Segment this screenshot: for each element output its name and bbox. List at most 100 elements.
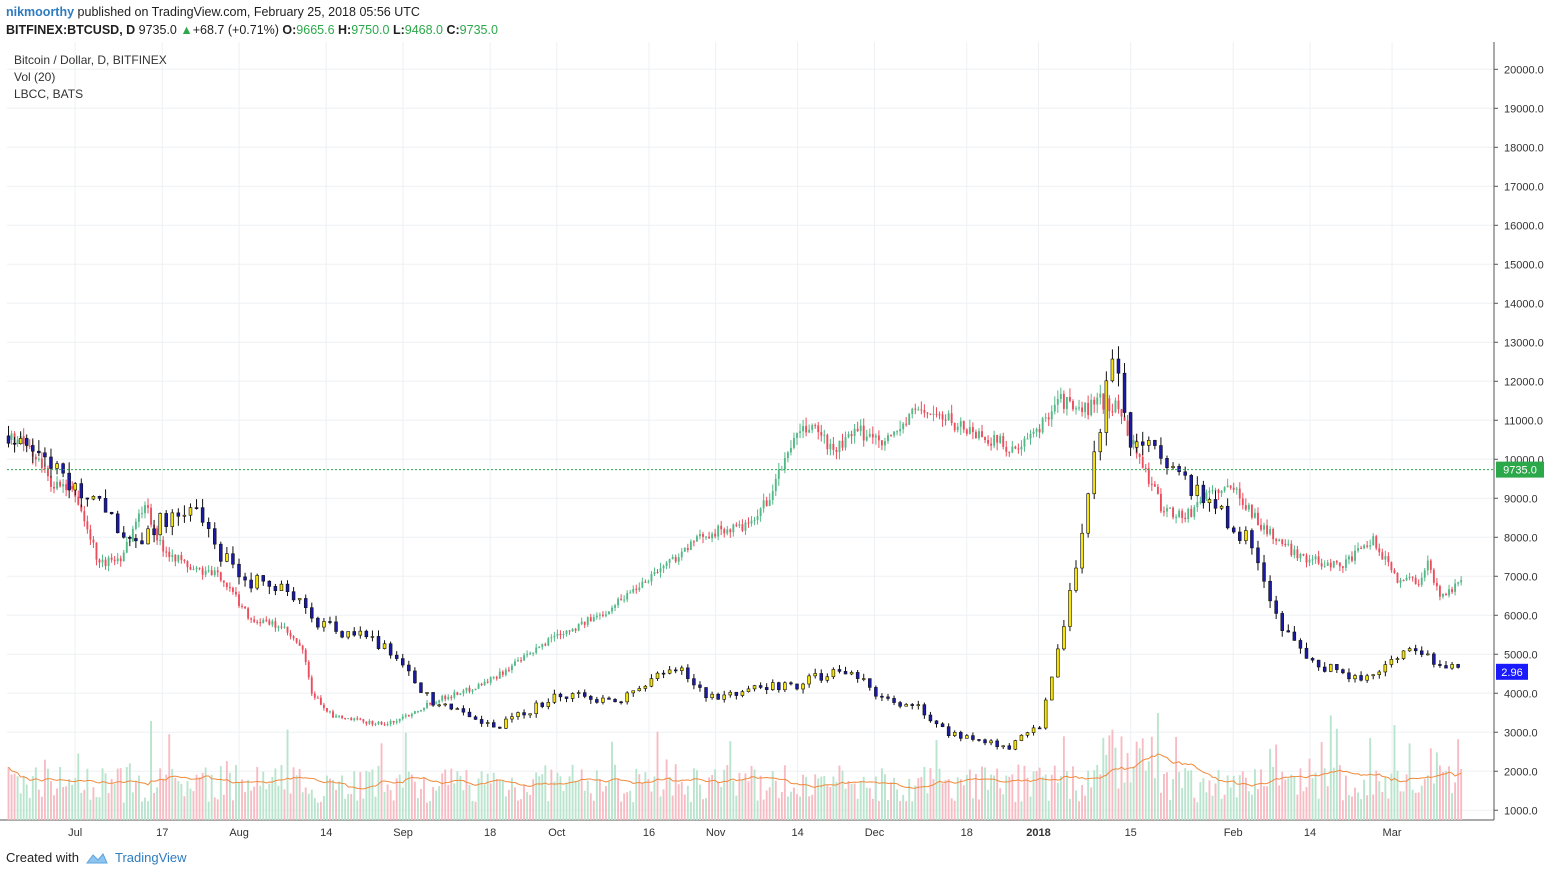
y-tick-label: 9000.0 (1504, 493, 1538, 505)
overlay-body (219, 543, 223, 562)
volume-bar (1393, 725, 1396, 820)
candle-body (617, 598, 620, 606)
volume-bar (887, 800, 889, 820)
candle-body (1360, 548, 1363, 550)
volume-bar (1405, 774, 1408, 820)
candle-body (956, 426, 959, 431)
volume-bar (319, 801, 322, 820)
overlay-body (382, 643, 387, 649)
candle-body (968, 427, 971, 434)
overlay-body (1001, 745, 1005, 748)
candle-body (908, 414, 911, 425)
tradingview-brand[interactable]: TradingView (114, 850, 187, 865)
x-tick-label: Jul (68, 827, 82, 839)
volume-bar (1257, 789, 1259, 820)
volume-bar (1053, 765, 1056, 820)
volume-bar (453, 783, 456, 820)
legend-main[interactable]: Bitcoin / Dollar, D, BITFINEX (14, 53, 167, 67)
tradingview-logo-icon[interactable] (85, 851, 109, 865)
volume-bar (407, 771, 410, 820)
overlay-body (558, 693, 563, 698)
volume-bar (556, 772, 559, 820)
candle-body (586, 617, 589, 625)
overlay-body (643, 685, 648, 689)
overlay-body (1353, 675, 1357, 680)
volume-bar (134, 780, 137, 820)
volume-bar (359, 772, 362, 820)
volume-bar (1150, 736, 1153, 820)
overlay-body (43, 452, 47, 458)
candle-body (723, 529, 726, 534)
price-chart[interactable]: 1000.0 2000.0 3000.0 4000.0 5000.0 6000.0 7000… (0, 42, 1554, 843)
candle-body (1366, 545, 1369, 547)
volume-bar (195, 774, 198, 820)
volume-bar (1269, 748, 1272, 820)
candle-body (1117, 400, 1120, 410)
candle-body (413, 711, 416, 714)
overlay-body (79, 483, 84, 499)
legend-volume[interactable]: Vol (20) (14, 70, 56, 84)
candle-body (750, 520, 753, 524)
overlay-body (874, 687, 878, 697)
candle-body (662, 566, 665, 569)
candle-body (1226, 485, 1229, 488)
volume-bar (174, 777, 177, 820)
publisher-name[interactable]: nikmoorthy (6, 5, 75, 19)
y-tick-label: 1000.0 (1504, 805, 1538, 817)
volume-bar (413, 781, 416, 820)
volume-bar (50, 781, 52, 820)
candle-body (641, 581, 644, 588)
x-tick-label: 18 (484, 827, 496, 839)
candle-body (283, 626, 286, 628)
candle-body (1438, 586, 1441, 597)
volume-bar (235, 765, 237, 820)
volume-bar (1032, 771, 1035, 820)
candle-body (856, 428, 859, 432)
volume-bar (941, 783, 944, 820)
volume-bar (814, 774, 817, 820)
volume-bar (1017, 764, 1020, 820)
candle-body (1372, 536, 1375, 546)
symbol-label[interactable]: BITFINEX:BTCUSD, D (6, 23, 136, 37)
volume-bar (489, 783, 492, 820)
volume-bar (441, 773, 444, 820)
volume-bar (1193, 797, 1196, 820)
volume-bar (153, 793, 156, 820)
x-tick-label: 16 (643, 827, 655, 839)
candle-body (832, 443, 835, 450)
candle-body (1363, 545, 1366, 549)
volume-bar (893, 777, 895, 820)
overlay-body (473, 716, 478, 720)
volume-bar (1375, 770, 1378, 820)
volume-bar (474, 801, 477, 820)
volume-bar (523, 784, 526, 820)
overlay-body (346, 631, 350, 638)
volume-bar (144, 797, 146, 820)
candle-body (732, 524, 735, 533)
overlay-body (722, 694, 726, 700)
overlay-body (1134, 441, 1139, 448)
candle-body (941, 414, 944, 420)
volume-bar (459, 775, 462, 820)
volume-bar (1344, 775, 1347, 820)
volume-bar (935, 740, 938, 820)
chart-area[interactable]: 1000.0 2000.0 3000.0 4000.0 5000.0 6000.0 7000… (0, 42, 1554, 843)
candle-body (40, 458, 43, 469)
volume-bar (1062, 736, 1065, 820)
volume-bar (677, 784, 680, 820)
overlay-body (704, 687, 708, 699)
legend-overlay[interactable]: LBCC, BATS (14, 87, 84, 101)
candle-body (207, 570, 210, 572)
volume-bar (326, 775, 328, 820)
volume-bar (1411, 789, 1414, 820)
candle-body (377, 721, 380, 724)
overlay-body (73, 483, 77, 491)
candle-body (783, 458, 786, 470)
candle-body (692, 541, 695, 543)
candle-body (850, 434, 853, 437)
overlay-body (37, 450, 41, 454)
volume-bar (1351, 796, 1353, 820)
volume-bar (1020, 801, 1023, 820)
volume-bar (650, 791, 653, 820)
up-arrow-icon: ▲ (180, 23, 193, 37)
